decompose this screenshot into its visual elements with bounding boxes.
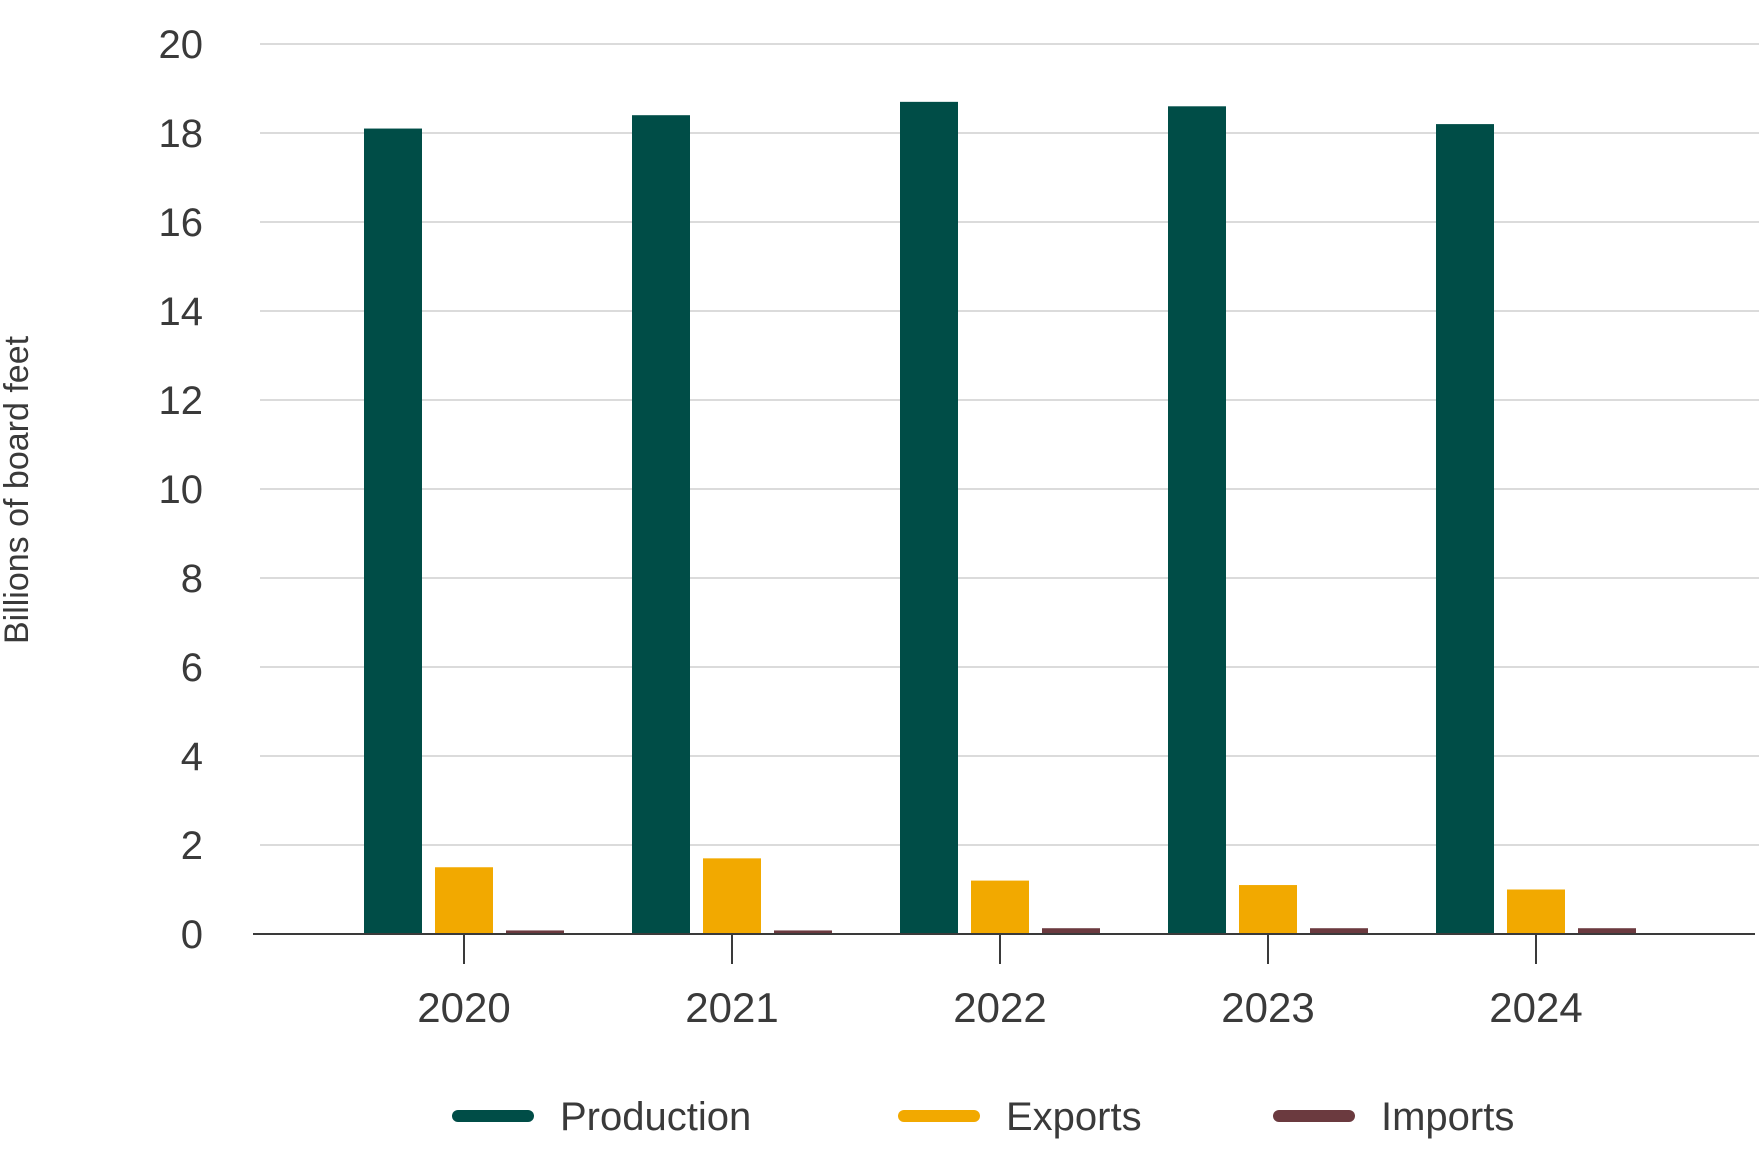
x-tick-label: 2023 <box>1221 984 1314 1031</box>
legend: Production Exports Imports <box>452 1095 1514 1139</box>
y-tick-label: 20 <box>159 23 204 67</box>
y-tick-label: 2 <box>181 824 203 868</box>
bar-production-2021 <box>632 115 690 934</box>
x-tick-label: 2020 <box>417 984 510 1031</box>
y-tick-label: 14 <box>159 290 204 334</box>
bar-exports-2021 <box>703 858 761 934</box>
y-tick-label: 0 <box>181 913 203 957</box>
y-axis-label: Billions of board feet <box>0 335 36 644</box>
bar-exports-2020 <box>435 867 493 934</box>
bar-exports-2024 <box>1507 889 1565 934</box>
y-tick-labels: 0 2 4 6 8 10 12 14 16 18 20 <box>159 23 204 957</box>
x-tick-label: 2024 <box>1489 984 1582 1031</box>
y-tick-label: 8 <box>181 557 203 601</box>
x-tick-label: 2021 <box>685 984 778 1031</box>
bar-imports-2020 <box>506 930 564 934</box>
bars <box>364 101 1636 935</box>
bar-production-2022 <box>900 101 958 935</box>
y-tick-label: 12 <box>159 379 204 423</box>
y-tick-label: 10 <box>159 468 204 512</box>
bar-imports-2023 <box>1310 928 1368 934</box>
legend-label-imports: Imports <box>1381 1095 1514 1139</box>
legend-label-production: Production <box>560 1095 751 1139</box>
legend-label-exports: Exports <box>1006 1095 1142 1139</box>
x-tick-labels: 2020 2021 2022 2023 2024 <box>417 934 1583 1031</box>
bar-imports-2021 <box>774 930 832 934</box>
x-tick-label: 2022 <box>953 984 1046 1031</box>
bar-exports-2023 <box>1239 885 1297 934</box>
y-tick-label: 16 <box>159 201 204 245</box>
y-tick-label: 6 <box>181 646 203 690</box>
y-tick-label: 4 <box>181 735 203 779</box>
bar-production-2020 <box>364 128 422 935</box>
bar-exports-2022 <box>971 880 1029 934</box>
bar-imports-2024 <box>1578 928 1636 934</box>
bar-imports-2022 <box>1042 928 1100 934</box>
y-tick-label: 18 <box>159 112 204 156</box>
bar-production-2024 <box>1436 124 1494 935</box>
gridlines <box>260 43 1759 846</box>
bar-production-2023 <box>1168 106 1226 935</box>
